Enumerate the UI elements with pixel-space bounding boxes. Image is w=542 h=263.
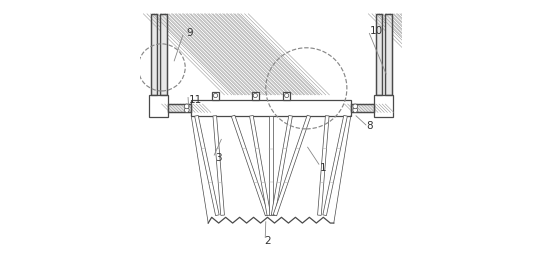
Text: 8: 8 <box>366 121 373 131</box>
Polygon shape <box>160 14 166 95</box>
Polygon shape <box>272 115 293 216</box>
Circle shape <box>353 104 358 109</box>
Polygon shape <box>273 115 311 216</box>
Polygon shape <box>231 115 269 216</box>
Circle shape <box>184 108 189 112</box>
Text: 1: 1 <box>319 163 326 173</box>
Polygon shape <box>376 14 382 95</box>
Polygon shape <box>375 95 393 117</box>
Text: 10: 10 <box>370 26 383 36</box>
Text: 9: 9 <box>186 28 192 38</box>
Polygon shape <box>212 92 219 100</box>
Polygon shape <box>252 92 259 100</box>
Polygon shape <box>213 116 224 215</box>
Polygon shape <box>191 100 351 116</box>
Polygon shape <box>323 115 347 216</box>
Text: 11: 11 <box>189 95 202 105</box>
Polygon shape <box>269 116 273 215</box>
Polygon shape <box>351 104 375 112</box>
Circle shape <box>184 104 189 109</box>
Polygon shape <box>376 14 382 95</box>
Polygon shape <box>195 115 219 216</box>
Polygon shape <box>151 14 157 95</box>
Polygon shape <box>385 14 392 95</box>
Polygon shape <box>168 104 191 112</box>
Polygon shape <box>150 95 168 117</box>
Polygon shape <box>385 14 392 95</box>
Text: 3: 3 <box>215 153 221 163</box>
Circle shape <box>285 93 289 98</box>
Polygon shape <box>168 104 191 112</box>
Polygon shape <box>283 92 290 100</box>
Circle shape <box>353 108 358 112</box>
Polygon shape <box>318 116 329 215</box>
Text: 2: 2 <box>264 236 271 246</box>
Polygon shape <box>249 115 270 216</box>
Polygon shape <box>160 14 166 95</box>
Circle shape <box>253 93 257 98</box>
Circle shape <box>214 93 218 98</box>
Polygon shape <box>151 14 157 95</box>
Polygon shape <box>351 104 375 112</box>
